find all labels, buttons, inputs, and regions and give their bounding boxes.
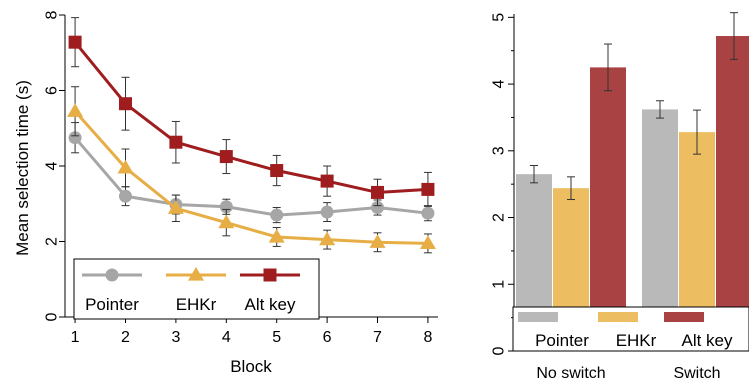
data-point (219, 150, 233, 164)
x-category-label: No switch (536, 365, 605, 382)
data-point (371, 185, 385, 199)
legend-label: EHKr (176, 295, 217, 314)
data-point (270, 208, 284, 222)
x-tick-label: 5 (272, 329, 281, 346)
bar (590, 67, 626, 351)
data-point (68, 131, 82, 145)
data-point (219, 200, 233, 214)
legend-label: Alt key (244, 295, 296, 314)
y-tick-label: 5 (491, 13, 508, 22)
series-alt-key (68, 17, 435, 207)
line-chart: 0 2 4 6 8 1 2 3 4 5 6 7 8 Mean selection time (s) Bl… (13, 10, 438, 376)
x-tick-label: 8 (423, 329, 432, 346)
line-chart-series (67, 17, 436, 254)
y-tick-label: 8 (44, 10, 61, 19)
y-tick-label: 0 (44, 312, 61, 321)
legend-swatch (518, 312, 558, 322)
data-point (268, 228, 285, 243)
x-category-label: Switch (673, 365, 720, 382)
legend-swatch (598, 312, 638, 322)
data-point (67, 103, 84, 117)
data-point (421, 182, 435, 196)
legend-marker (105, 268, 119, 282)
series-line (73, 136, 429, 217)
bar-chart-legend: Pointer EHKr Alt key (512, 306, 749, 352)
x-tick-label: 4 (222, 329, 231, 346)
data-point (169, 135, 183, 149)
legend-swatch (664, 312, 704, 322)
y-tick-label: 2 (44, 237, 61, 246)
y-tick-label: 4 (491, 80, 508, 89)
bar (716, 36, 749, 351)
y-tick-label: 0 (491, 346, 508, 355)
data-point (270, 164, 284, 178)
y-tick-label: 3 (491, 146, 508, 155)
data-point (68, 35, 82, 49)
legend-marker (188, 267, 204, 281)
data-point (419, 235, 436, 249)
x-tick-label: 6 (323, 329, 332, 346)
x-tick-label: 1 (71, 329, 80, 346)
data-point (167, 200, 184, 214)
bar-chart: 0 1 2 3 4 5 No switch Switch Pointer EHKr Alt key (491, 12, 749, 382)
y-tick-label: 4 (44, 161, 61, 170)
data-point (320, 205, 334, 219)
series-line (73, 110, 428, 245)
data-point (118, 189, 132, 203)
line-chart-legend: Pointer EHKr Alt key (73, 258, 320, 320)
y-axis-title: Mean selection time (s) (13, 80, 32, 256)
legend-label: Pointer (85, 295, 139, 314)
data-point (371, 201, 385, 215)
data-point (369, 234, 386, 248)
data-point (319, 231, 336, 246)
y-tick-label: 1 (491, 280, 508, 289)
x-tick-label: 3 (171, 329, 180, 346)
data-point (320, 174, 334, 188)
data-point (421, 206, 435, 220)
bar-chart-bars (516, 12, 749, 351)
legend-label: Alt key (681, 331, 733, 350)
legend-label: Pointer (535, 331, 589, 350)
legend-label: EHKr (616, 331, 657, 350)
x-axis-title: Block (230, 357, 272, 376)
data-point (218, 214, 235, 229)
x-tick-label: 2 (121, 329, 130, 346)
series-ehkr (67, 86, 436, 254)
data-point (118, 97, 132, 111)
x-tick-label: 7 (373, 329, 382, 346)
series-line (73, 41, 429, 194)
legend-marker (263, 268, 277, 282)
data-point (117, 159, 134, 174)
y-tick-label: 6 (44, 86, 61, 95)
y-tick-label: 2 (491, 213, 508, 222)
